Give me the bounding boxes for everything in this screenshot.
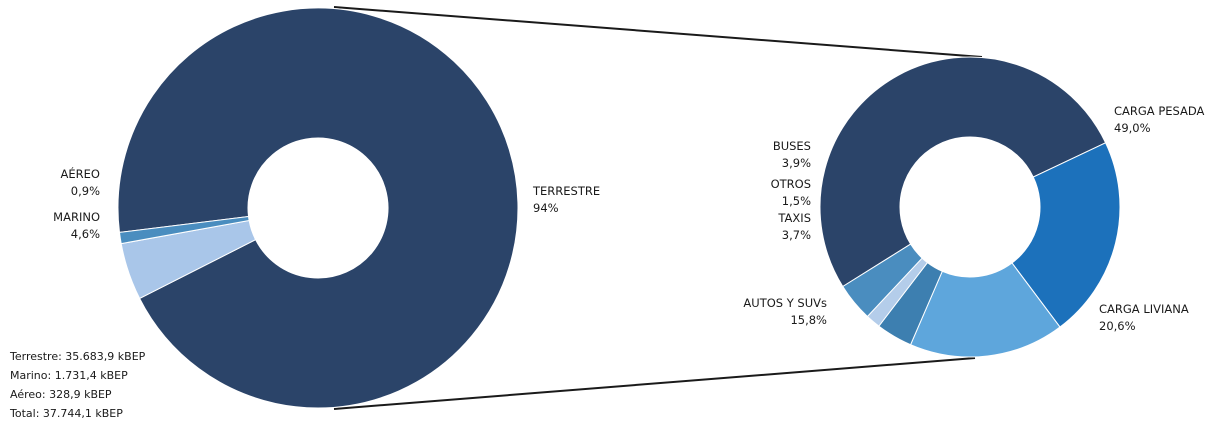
label-marino-value: 4,6% bbox=[71, 227, 100, 241]
label-carga-pesada-value: 49,0% bbox=[1114, 121, 1151, 135]
totals-summary: Terrestre: 35.683,9 kBEP Marino: 1.731,4… bbox=[10, 347, 145, 423]
total-aereo: Aéreo: 328,9 kBEP bbox=[10, 388, 112, 401]
label-buses-category: BUSES bbox=[773, 139, 811, 153]
slice-carga-pesada bbox=[819, 56, 1107, 288]
right-donut-chart bbox=[819, 56, 1121, 358]
label-aereo-value: 0,9% bbox=[71, 184, 100, 198]
slice-autos-y-suvs bbox=[909, 262, 1061, 358]
label-taxis-category: TAXIS bbox=[777, 211, 811, 225]
total-marino: Marino: 1.731,4 kBEP bbox=[10, 369, 128, 382]
connector-line-top bbox=[333, 6, 983, 58]
label-terrestre-value: 94% bbox=[533, 201, 559, 215]
label-otros-value: 1,5% bbox=[782, 194, 811, 208]
label-taxis-value: 3,7% bbox=[782, 228, 811, 242]
label-buses-value: 3,9% bbox=[782, 156, 811, 170]
label-carga-liviana-category: CARGA LIVIANA bbox=[1099, 302, 1189, 316]
slice-aereo bbox=[118, 215, 250, 245]
connector-line-bottom bbox=[333, 357, 976, 410]
label-aereo-category: AÉREO bbox=[61, 166, 100, 181]
label-carga-liviana-value: 20,6% bbox=[1099, 319, 1136, 333]
label-autos-suvs-category: AUTOS Y SUVs bbox=[743, 296, 827, 310]
left-donut-chart bbox=[117, 7, 519, 409]
label-autos-suvs-value: 15,8% bbox=[790, 313, 827, 327]
label-carga-pesada-category: CARGA PESADA bbox=[1114, 104, 1205, 118]
label-marino-category: MARINO bbox=[53, 210, 100, 224]
label-otros-category: OTROS bbox=[771, 177, 811, 191]
slice-terrestre bbox=[117, 7, 519, 409]
label-terrestre-category: TERRESTRE bbox=[532, 184, 600, 198]
slice-buses bbox=[842, 243, 923, 318]
slice-carga-liviana bbox=[1011, 142, 1121, 328]
total-terrestre: Terrestre: 35.683,9 kBEP bbox=[10, 350, 146, 363]
total-overall: Total: 37.744,1 kBEP bbox=[10, 407, 123, 420]
